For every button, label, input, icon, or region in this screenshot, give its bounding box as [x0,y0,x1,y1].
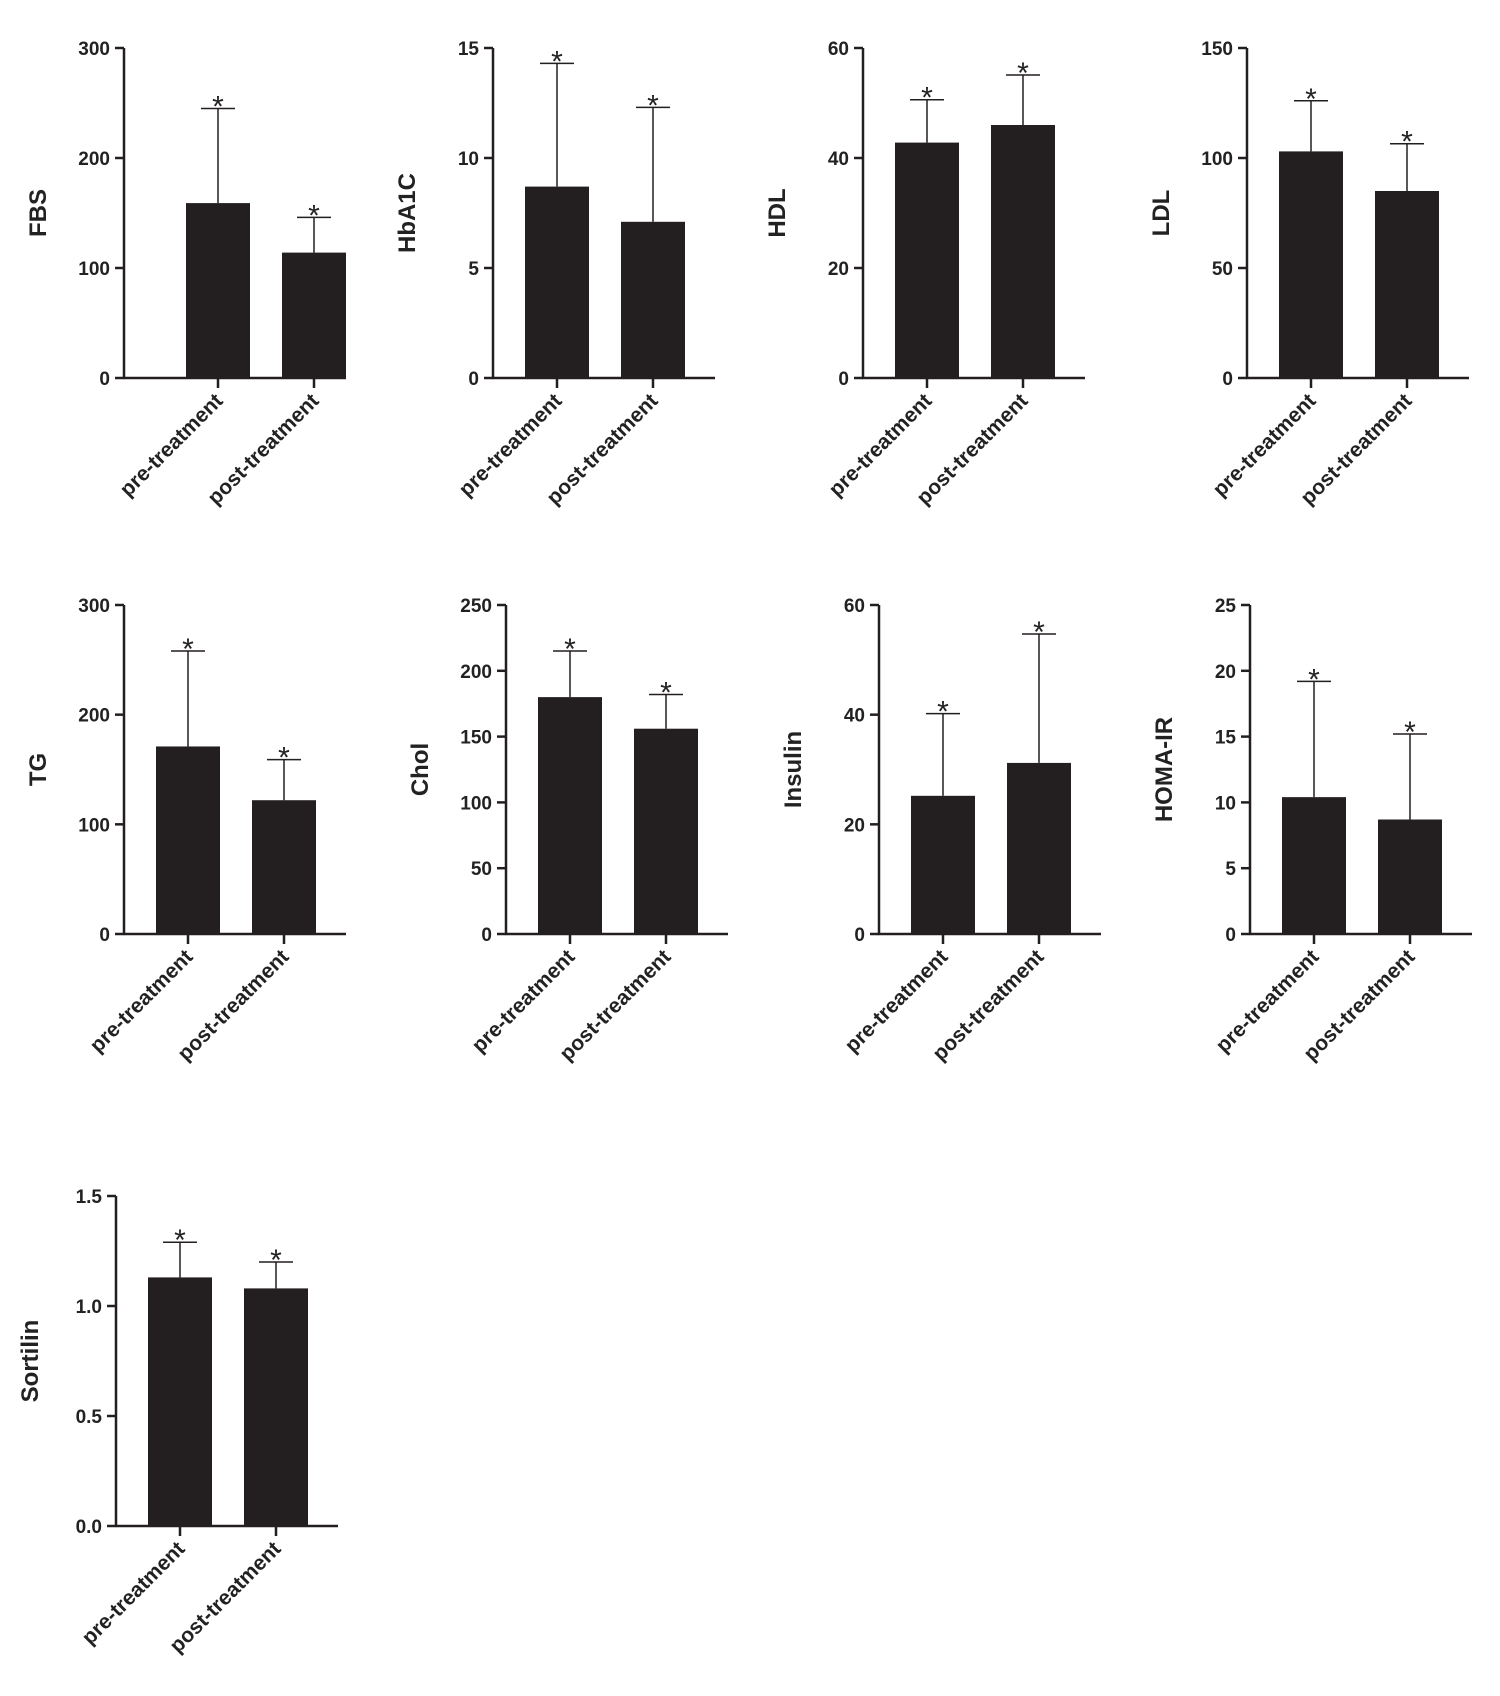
y-tick-label: 15 [1215,728,1237,749]
bar [525,186,589,378]
significance-marker: * [174,1224,186,1257]
y-tick-label: 25 [1215,596,1237,617]
significance-marker: * [647,89,659,122]
chart-panel: 0100200300FBS*pre-treatment*post-treatme… [25,39,346,509]
chart-panel: 0204060Insulin*pre-treatment*post-treatm… [780,596,1101,1065]
y-tick-label: 250 [460,596,492,617]
y-tick-label: 200 [460,662,492,683]
significance-marker: * [660,676,672,709]
bar [895,142,959,378]
y-tick-label: 1.0 [76,1297,102,1318]
y-tick-label: 0 [838,369,849,390]
bar [1007,762,1071,934]
y-tick-label: 0 [481,925,492,946]
y-tick-label: 100 [460,793,492,814]
y-axis-label: LDL [1148,190,1175,237]
significance-marker: * [270,1244,282,1277]
y-tick-label: 300 [78,596,110,617]
y-tick-label: 0 [99,925,110,946]
y-axis-label: HDL [764,188,791,237]
bar [1378,819,1442,934]
bar [911,795,975,934]
y-tick-label: 100 [1201,149,1233,170]
bar [621,221,685,378]
bar [1279,151,1343,378]
y-tick-label: 0 [1225,925,1236,946]
significance-marker: * [308,199,320,232]
y-tick-label: 1.5 [76,1187,103,1208]
bar [1375,191,1439,378]
significance-marker: * [551,45,563,78]
significance-marker: * [1305,83,1317,116]
y-tick-label: 40 [828,149,849,170]
y-tick-label: 200 [78,149,110,170]
y-tick-label: 0 [99,369,110,390]
significance-marker: * [1033,616,1045,649]
bar [282,252,346,378]
y-axis-label: FBS [25,189,52,237]
chart-panel: 050100150LDL*pre-treatment*post-treatmen… [1148,39,1469,509]
y-tick-label: 5 [468,259,479,280]
y-tick-label: 10 [458,149,479,170]
y-tick-label: 60 [844,596,865,617]
chart-panel: 0.00.51.01.5Sortilin*pre-treatment*post-… [17,1187,338,1657]
significance-marker: * [212,91,224,124]
chart-panel: 0100200300TG*pre-treatment*post-treatmen… [25,596,346,1065]
bar [244,1288,308,1526]
significance-marker: * [182,633,194,666]
y-axis-label: Sortilin [17,1320,44,1403]
y-tick-label: 20 [1215,662,1236,683]
y-tick-label: 100 [78,815,110,836]
y-tick-label: 300 [78,39,110,60]
bar [634,728,698,934]
chart-panel: 050100150200250Chol*pre-treatment*post-t… [407,596,728,1065]
y-tick-label: 0 [1222,369,1233,390]
significance-marker: * [1401,126,1413,159]
y-tick-label: 100 [78,259,110,280]
bar [538,697,602,934]
bar [252,800,316,934]
significance-marker: * [278,742,290,775]
y-tick-label: 150 [460,728,492,749]
bar [1282,797,1346,934]
y-tick-label: 50 [471,859,492,880]
y-axis-label: HOMA-IR [1151,717,1178,822]
y-tick-label: 50 [1212,259,1233,280]
y-tick-label: 20 [844,815,865,836]
y-tick-label: 0.0 [76,1517,102,1538]
y-tick-label: 0 [854,925,865,946]
y-axis-label: TG [25,753,52,786]
significance-marker: * [1404,716,1416,749]
y-axis-label: Chol [407,743,434,796]
bar [991,125,1055,378]
y-tick-label: 40 [844,706,865,727]
significance-marker: * [1308,663,1320,696]
y-tick-label: 200 [78,706,110,727]
significance-marker: * [937,696,949,729]
y-tick-label: 15 [458,39,480,60]
y-tick-label: 150 [1201,39,1233,60]
y-tick-label: 0.5 [76,1407,103,1428]
bar [156,746,220,934]
y-tick-label: 10 [1215,793,1236,814]
y-axis-label: HbA1C [394,173,421,253]
y-tick-label: 60 [828,39,849,60]
bar [186,203,250,378]
significance-marker: * [1017,57,1029,90]
y-axis-label: Insulin [780,731,807,808]
y-tick-label: 20 [828,259,849,280]
significance-marker: * [564,633,576,666]
chart-panel: 0510152025HOMA-IR*pre-treatment*post-tre… [1151,596,1472,1065]
y-tick-label: 5 [1225,859,1236,880]
significance-marker: * [921,82,933,115]
bar [148,1277,212,1526]
y-tick-label: 0 [468,369,479,390]
